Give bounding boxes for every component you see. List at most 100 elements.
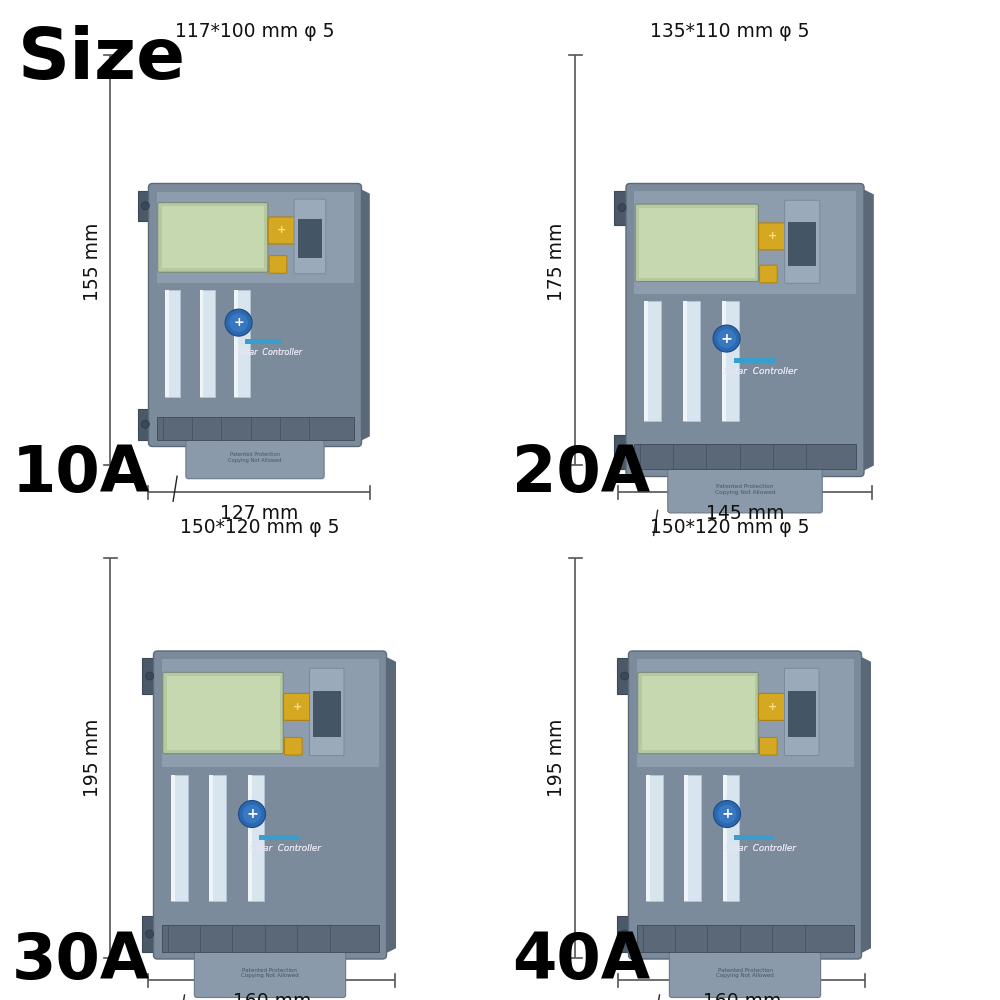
Bar [683, 301, 687, 421]
Text: +: + [246, 807, 258, 821]
Circle shape [146, 672, 154, 680]
Bar [138, 409, 152, 440]
FancyBboxPatch shape [638, 672, 758, 754]
Text: Patented Protection
Copying Not Allowed: Patented Protection Copying Not Allowed [228, 452, 282, 463]
Bar [684, 775, 688, 901]
Text: 155 mm: 155 mm [82, 223, 102, 301]
FancyBboxPatch shape [785, 668, 819, 756]
Bar [644, 301, 661, 421]
FancyBboxPatch shape [760, 265, 777, 283]
Bar [167, 676, 280, 750]
Text: Patented Protection
Copying Not Allowed: Patented Protection Copying Not Allowed [715, 484, 775, 495]
Text: +: + [292, 702, 302, 712]
Bar [142, 916, 158, 952]
Polygon shape [382, 655, 396, 955]
Bar [209, 775, 213, 901]
Bar [234, 290, 250, 397]
Circle shape [714, 800, 740, 828]
Bar [171, 775, 175, 901]
Bar [248, 775, 264, 901]
Circle shape [225, 309, 252, 336]
Bar [639, 208, 755, 278]
Text: 150*120 mm φ 5: 150*120 mm φ 5 [180, 518, 340, 537]
Text: 10A: 10A [12, 443, 150, 505]
Circle shape [146, 930, 154, 938]
Bar [200, 290, 215, 397]
FancyBboxPatch shape [163, 672, 283, 754]
Bar [138, 191, 152, 221]
Polygon shape [358, 188, 370, 443]
Text: 160 mm: 160 mm [703, 992, 781, 1000]
Bar [683, 301, 700, 421]
FancyBboxPatch shape [194, 946, 346, 998]
Text: 127 mm: 127 mm [220, 504, 298, 523]
Bar [788, 222, 816, 266]
Bar [788, 691, 816, 737]
Text: +: + [767, 231, 777, 241]
Circle shape [239, 800, 266, 828]
Bar [209, 775, 226, 901]
Bar [156, 192, 354, 283]
Bar [637, 925, 854, 952]
Bar [200, 290, 203, 397]
Bar [259, 834, 299, 840]
Bar [142, 658, 158, 694]
Text: Solar  Controller: Solar Controller [725, 844, 796, 853]
Bar [646, 775, 663, 901]
Text: +: + [277, 225, 286, 235]
Circle shape [141, 202, 149, 210]
Bar [617, 658, 633, 694]
Text: +: + [721, 807, 733, 821]
Bar [646, 775, 650, 901]
Bar [722, 775, 739, 901]
Circle shape [229, 313, 248, 332]
FancyBboxPatch shape [285, 737, 302, 755]
Text: +: + [721, 332, 733, 346]
Circle shape [618, 448, 626, 456]
Bar [165, 290, 180, 397]
Bar [245, 339, 282, 344]
Bar [722, 301, 739, 421]
Polygon shape [857, 655, 871, 955]
Text: 160 mm: 160 mm [233, 992, 311, 1000]
Text: Size: Size [18, 25, 186, 94]
FancyBboxPatch shape [669, 946, 821, 998]
FancyBboxPatch shape [284, 693, 311, 720]
Bar [634, 444, 856, 469]
Bar [171, 775, 188, 901]
FancyBboxPatch shape [668, 464, 822, 513]
Bar [722, 775, 727, 901]
Bar [684, 775, 701, 901]
Circle shape [717, 329, 736, 348]
Text: 40A: 40A [512, 930, 650, 992]
Text: Solar  Controller: Solar Controller [725, 844, 796, 853]
Text: +: + [767, 702, 777, 712]
Bar [162, 925, 378, 952]
Bar [734, 358, 775, 363]
FancyBboxPatch shape [629, 651, 862, 959]
FancyBboxPatch shape [626, 183, 864, 477]
Bar [614, 190, 630, 225]
Bar [298, 219, 322, 258]
Bar [734, 834, 774, 840]
Text: 195 mm: 195 mm [548, 719, 566, 797]
FancyBboxPatch shape [269, 256, 287, 273]
FancyBboxPatch shape [294, 199, 326, 274]
Circle shape [243, 805, 261, 823]
Bar [617, 916, 633, 952]
Bar [313, 691, 341, 737]
Text: 30A: 30A [12, 930, 150, 992]
Text: 145 mm: 145 mm [706, 504, 784, 523]
Text: Solar  Controller: Solar Controller [250, 844, 321, 853]
Bar [248, 775, 252, 901]
Text: Solar  Controller: Solar Controller [724, 367, 798, 376]
Text: Patented Protection
Copying Not Allowed: Patented Protection Copying Not Allowed [241, 968, 299, 978]
Text: Solar  Controller: Solar Controller [250, 844, 321, 853]
FancyBboxPatch shape [186, 434, 324, 479]
Circle shape [718, 805, 736, 823]
Bar [162, 206, 264, 268]
Bar [644, 301, 648, 421]
Bar [156, 417, 354, 440]
Bar [722, 301, 726, 421]
Bar [634, 192, 856, 294]
